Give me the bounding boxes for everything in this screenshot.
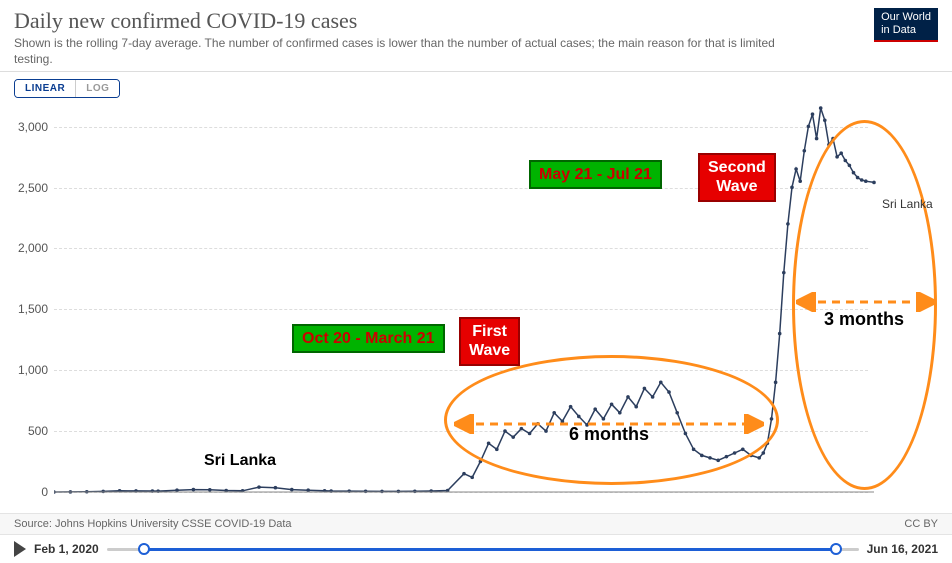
y-tick: 2,500 xyxy=(8,181,48,195)
log-button[interactable]: LOG xyxy=(75,80,119,97)
second-wave-duration: 3 months xyxy=(824,309,904,330)
first-wave-duration: 6 months xyxy=(569,424,649,445)
y-tick: 3,000 xyxy=(8,120,48,134)
owid-logo[interactable]: Our World in Data xyxy=(874,8,938,42)
chart-header: Daily new confirmed COVID-19 cases Shown… xyxy=(0,0,952,72)
timeline-start-label[interactable]: Feb 1, 2020 xyxy=(34,542,99,556)
y-tick: 0 xyxy=(8,485,48,499)
y-tick: 1,500 xyxy=(8,302,48,316)
timeline-handle-end[interactable] xyxy=(830,543,842,555)
first-wave-label-box: First Wave xyxy=(459,317,520,365)
scale-controls: LINEAR LOG xyxy=(0,72,952,98)
timeline: Feb 1, 2020 Jun 16, 2021 xyxy=(0,535,952,563)
source-text[interactable]: Source: Johns Hopkins University CSSE CO… xyxy=(14,518,292,530)
play-button[interactable] xyxy=(14,541,26,557)
scale-toggle: LINEAR LOG xyxy=(14,79,120,98)
chart-footer: Source: Johns Hopkins University CSSE CO… xyxy=(0,513,952,563)
y-tick: 500 xyxy=(8,424,48,438)
first-wave-period-box: Oct 20 - March 21 xyxy=(292,324,445,353)
chart-title: Daily new confirmed COVID-19 cases xyxy=(14,8,794,34)
chart-subtitle: Shown is the rolling 7-day average. The … xyxy=(14,36,794,67)
y-tick: 2,000 xyxy=(8,241,48,255)
second-wave-label-box: Second Wave xyxy=(698,153,776,201)
y-tick: 1,000 xyxy=(8,363,48,377)
end-series-label: Sri Lanka xyxy=(882,197,933,211)
chart-area: 05001,0001,5002,0002,5003,000 Oct 20 - M… xyxy=(14,102,938,512)
inline-series-label: Sri Lanka xyxy=(204,452,276,470)
timeline-end-label[interactable]: Jun 16, 2021 xyxy=(867,542,938,556)
linear-button[interactable]: LINEAR xyxy=(15,80,75,97)
timeline-track[interactable] xyxy=(107,541,859,557)
second-wave-period-box: May 21 - Jul 21 xyxy=(529,160,662,189)
timeline-handle-start[interactable] xyxy=(138,543,150,555)
license-text[interactable]: CC BY xyxy=(904,518,938,530)
